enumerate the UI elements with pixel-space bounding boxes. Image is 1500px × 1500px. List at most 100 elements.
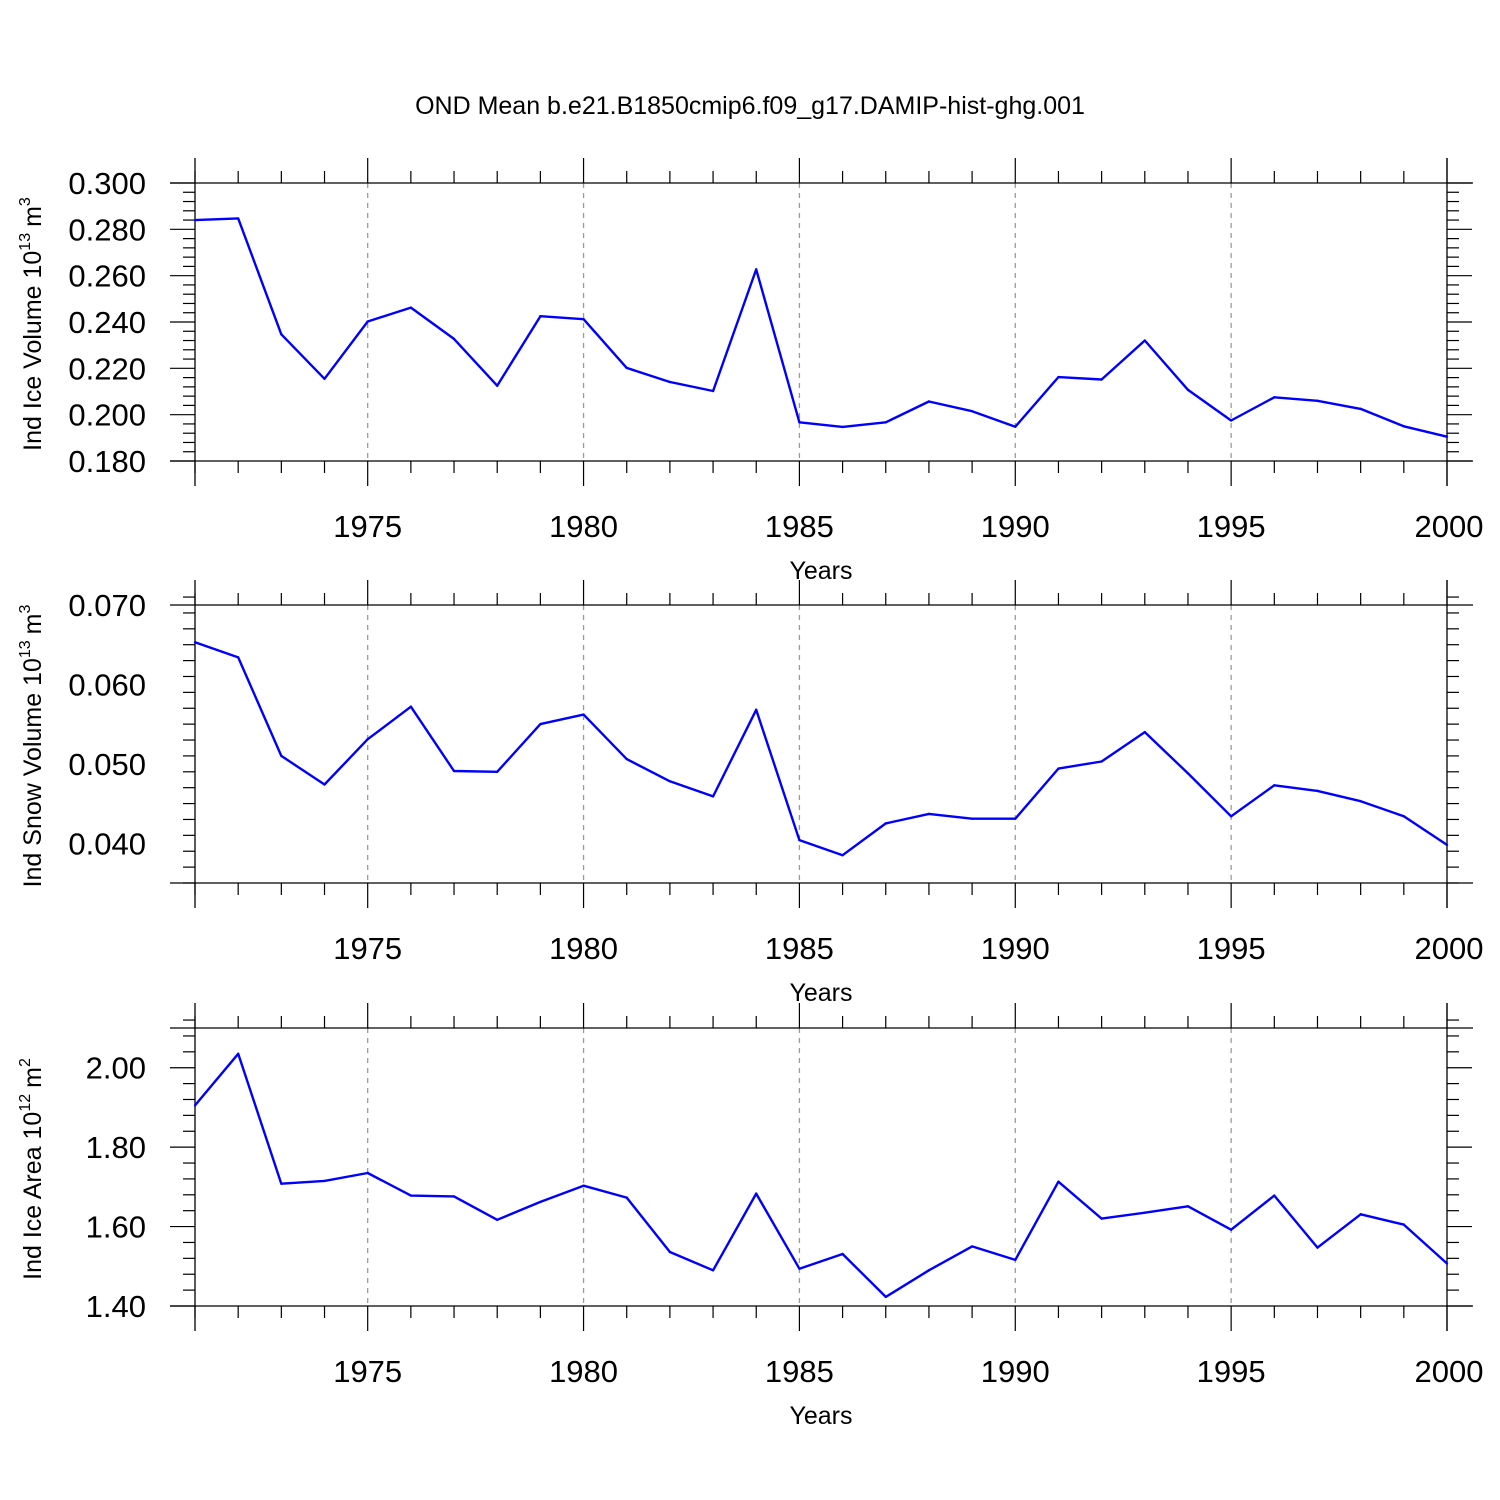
data-point [1100, 760, 1103, 763]
data-point [625, 366, 628, 370]
data-point [1229, 419, 1233, 422]
data-point [927, 1269, 931, 1272]
data-point [1100, 1217, 1103, 1220]
data-point [1359, 407, 1362, 411]
data-point [798, 421, 801, 424]
x-tick-label: 1995 [1197, 931, 1266, 966]
x-tick-label: 2000 [1415, 509, 1484, 544]
data-point [755, 268, 758, 271]
data-point [970, 409, 974, 413]
data-point [539, 722, 542, 726]
data-point [798, 1267, 801, 1270]
data-point [452, 769, 456, 773]
y-tick-label: 0.070 [68, 588, 146, 623]
data-point [236, 656, 240, 659]
data-point [366, 1171, 369, 1175]
data-point [1057, 1180, 1060, 1183]
data-point [366, 320, 369, 323]
x-tick-label: 1990 [981, 1354, 1050, 1389]
data-point [1273, 784, 1276, 787]
data-point [582, 1184, 585, 1187]
data-point [1402, 815, 1406, 818]
data-point [884, 421, 887, 424]
y-axis-label: Ind Snow Volume 1013m3 [17, 604, 47, 887]
y-tick-label: 0.060 [68, 667, 146, 702]
y-tick-label: 1.80 [86, 1130, 146, 1165]
data-point [711, 795, 715, 798]
y-tick-label: 0.040 [68, 826, 146, 861]
y-tick-label: 1.40 [86, 1289, 146, 1324]
y-tick-label: 0.180 [68, 444, 146, 479]
x-tick-label: 2000 [1415, 1354, 1484, 1389]
x-axis-label: Years [789, 979, 852, 1007]
data-point [1229, 1228, 1233, 1231]
data-point [1143, 730, 1146, 734]
panel-2: 1975 1980 1985 1990 1995 2000 0.040 0.050 0.060 0… [17, 580, 1483, 1007]
data-point [1143, 339, 1146, 342]
data-point [1143, 1211, 1146, 1214]
data-point [539, 315, 542, 318]
x-tick-label: 1975 [333, 509, 402, 544]
data-point [1100, 378, 1103, 381]
data-point [1273, 396, 1276, 399]
y-tick-label: 0.260 [68, 259, 146, 294]
data-point [711, 389, 715, 393]
x-tick-label: 1985 [765, 931, 834, 966]
data-point [1316, 1246, 1319, 1249]
y-tick-label: 0.220 [68, 351, 146, 386]
data-point [755, 1192, 758, 1195]
data-point [1316, 789, 1319, 793]
data-point [1229, 815, 1233, 818]
data-point [409, 1194, 413, 1197]
data-point [1402, 425, 1406, 428]
data-point [323, 783, 326, 786]
data-point [409, 705, 413, 708]
y-tick-label: 0.300 [68, 166, 146, 201]
data-point [236, 217, 240, 220]
data-point [1014, 817, 1017, 820]
data-point [927, 812, 931, 816]
data-point [1014, 425, 1017, 428]
data-point [236, 1052, 240, 1056]
data-point [1316, 399, 1319, 402]
data-point [496, 384, 499, 387]
data-point [625, 757, 628, 761]
y-axis-label: Ind Ice Volume 1013m3 [17, 197, 47, 451]
y-tick-label: 0.240 [68, 305, 146, 340]
x-tick-label: 1995 [1197, 1354, 1266, 1389]
data-point [280, 1182, 283, 1185]
data-point [841, 425, 844, 429]
x-tick-label: 1985 [765, 1354, 834, 1389]
data-point [366, 738, 369, 741]
data-point [668, 380, 672, 384]
data-point [193, 1104, 197, 1107]
series-line [194, 217, 1448, 438]
data-point [927, 400, 931, 403]
data-point [755, 708, 758, 712]
y-tick-label: 2.00 [86, 1051, 146, 1086]
x-tick-label: 1975 [333, 1354, 402, 1389]
x-tick-label: 1980 [549, 509, 618, 544]
data-point [496, 770, 499, 773]
data-point [711, 1269, 715, 1272]
data-point [1057, 767, 1060, 770]
data-point [1273, 1194, 1276, 1197]
data-point [193, 641, 197, 644]
data-point [841, 854, 844, 857]
x-tick-label: 1980 [549, 931, 618, 966]
data-point [668, 1250, 672, 1254]
data-point [970, 1245, 974, 1248]
data-point [1359, 1213, 1362, 1216]
data-point [1014, 1258, 1017, 1262]
x-tick-label: 1990 [981, 931, 1050, 966]
data-point [841, 1252, 844, 1256]
data-point [884, 822, 887, 825]
y-tick-label: 0.200 [68, 398, 146, 433]
data-point [1445, 435, 1449, 438]
x-tick-label: 2000 [1415, 931, 1484, 966]
data-point [1445, 1262, 1449, 1265]
panel-3: 1975 1980 1985 1990 1995 2000 1.40 1.60 1.80 2.00… [17, 1003, 1483, 1430]
y-axis-label: Ind Ice Area 1012m2 [17, 1058, 47, 1280]
x-tick-label: 1980 [549, 1354, 618, 1389]
data-point [280, 333, 283, 336]
